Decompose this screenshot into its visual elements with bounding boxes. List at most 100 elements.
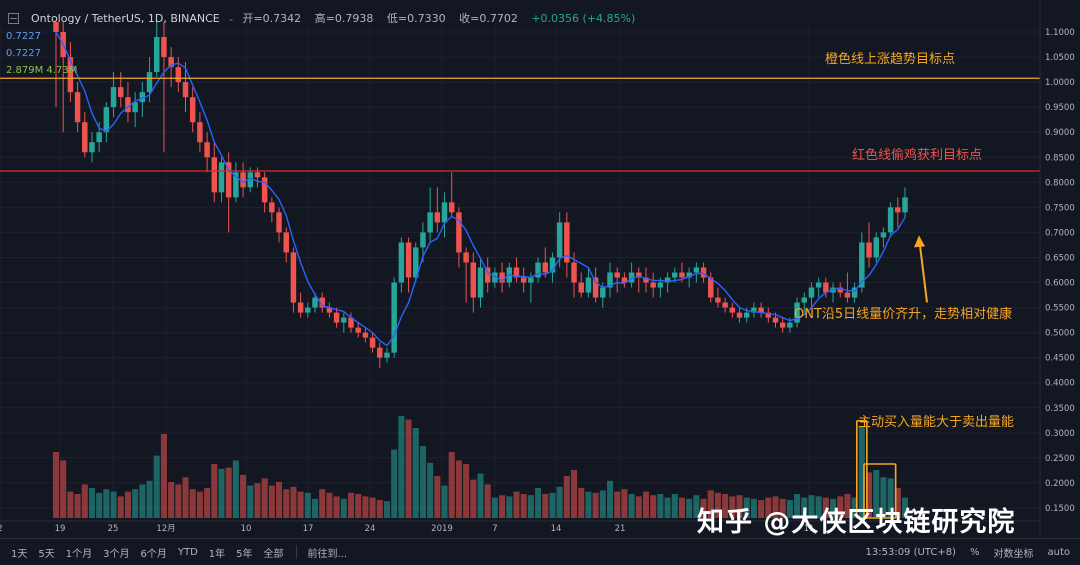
candle [636, 267, 642, 293]
volume-bar [283, 489, 290, 518]
volume-bar [311, 498, 319, 518]
toolbar-divider [295, 545, 297, 559]
price-chart[interactable]: 1.00780.8226 1.10001.05001.00000.95000.9… [0, 0, 1080, 538]
candle-body [470, 262, 477, 298]
candle-body [96, 132, 102, 143]
candle-body [592, 277, 599, 298]
volume-bar [398, 416, 405, 518]
candle [405, 237, 412, 293]
range-1m[interactable]: 1个月 [65, 548, 93, 560]
range-ytd[interactable]: YTD [177, 546, 198, 558]
candle [110, 72, 117, 118]
volume-bar [901, 497, 909, 518]
candle-body [139, 92, 146, 103]
y-tick-label: 0.8000 [1045, 178, 1075, 188]
candle [276, 207, 282, 243]
x-tick-label: 7 [492, 524, 497, 534]
candle [664, 272, 671, 293]
chevron-down-icon[interactable]: ⌄ [227, 13, 235, 23]
candle-body [499, 272, 505, 283]
range-1d[interactable]: 1天 [11, 548, 28, 560]
candle [564, 212, 570, 278]
candle-body [456, 212, 462, 253]
candle-body [859, 242, 865, 288]
range-1y[interactable]: 1年 [208, 548, 226, 560]
candle [873, 232, 879, 263]
arrow-icon [918, 237, 928, 303]
candle [650, 272, 656, 298]
candle [384, 347, 390, 363]
volume-bar [204, 488, 211, 518]
volume-bar [52, 452, 60, 518]
candle [815, 277, 822, 298]
candle-body [736, 312, 743, 318]
volume-bar [664, 497, 671, 518]
range-5y[interactable]: 5年 [236, 548, 253, 560]
candle [520, 267, 527, 293]
y-tick-label: 0.3000 [1045, 429, 1075, 439]
range-6m[interactable]: 6个月 [140, 548, 167, 560]
clock-time[interactable]: 13:53:09 (UTC+8) [865, 546, 956, 558]
candle-body [168, 57, 174, 68]
candle [225, 152, 232, 233]
range-3m[interactable]: 3个月 [103, 548, 130, 560]
candle-body [204, 142, 210, 158]
candle [808, 282, 815, 308]
candle-body [153, 37, 160, 73]
candle-body [571, 262, 577, 283]
candle [477, 257, 484, 308]
y-tick-label: 0.2000 [1045, 479, 1075, 489]
volume-bar [606, 480, 614, 518]
volume-bar [563, 476, 570, 518]
x-tick-label: 10 [241, 524, 252, 534]
volume-bar [693, 495, 700, 518]
candle [182, 62, 189, 113]
candle-body [657, 282, 664, 288]
symbol-title[interactable]: Ontology / TetherUS, 1D, BINANCE [31, 11, 220, 25]
range-5d[interactable]: 5天 [38, 548, 55, 560]
candle-body [564, 222, 570, 263]
candle-body [700, 267, 707, 278]
volume-bar [139, 484, 146, 518]
candle [614, 267, 620, 293]
volume-bar [276, 482, 283, 518]
candle [413, 242, 419, 283]
candle-body [600, 287, 606, 298]
candle [866, 222, 872, 268]
candle-body [53, 22, 59, 33]
collapse-icon[interactable] [8, 12, 19, 24]
candle-body [787, 322, 793, 328]
volume-bar [383, 501, 390, 518]
candle-body [765, 312, 772, 318]
volume-bar [355, 494, 362, 518]
candle [261, 172, 268, 213]
candle-body [247, 172, 253, 188]
candle [89, 132, 95, 163]
auto-scale-toggle[interactable]: auto [1047, 546, 1070, 558]
volume-bar [830, 498, 837, 518]
candle [463, 247, 469, 303]
candle-body [297, 302, 304, 313]
candle-body [398, 242, 405, 283]
candle [362, 327, 369, 343]
candle-body [614, 272, 620, 278]
percent-toggle[interactable]: % [969, 546, 980, 558]
log-scale-toggle[interactable]: 对数坐标 [993, 548, 1034, 560]
y-tick-label: 1.1000 [1045, 28, 1075, 38]
goto-date-button[interactable]: 前往到... [307, 548, 348, 560]
candle-body [434, 212, 441, 223]
candle [204, 132, 210, 173]
candle [456, 207, 462, 268]
y-tick-label: 0.9000 [1045, 128, 1075, 138]
volume-bar [858, 426, 865, 518]
candle-body [211, 157, 218, 193]
volume-bar [326, 492, 333, 518]
candle-body [664, 277, 671, 283]
candle [643, 267, 649, 293]
x-tick-label: 11 [804, 524, 815, 534]
change-value: +0.0356 (+4.85%) [531, 12, 636, 25]
x-tick-label: 2 [0, 524, 3, 534]
volume-bar [168, 482, 175, 518]
candle [74, 82, 81, 133]
range-all[interactable]: 全部 [263, 548, 284, 560]
